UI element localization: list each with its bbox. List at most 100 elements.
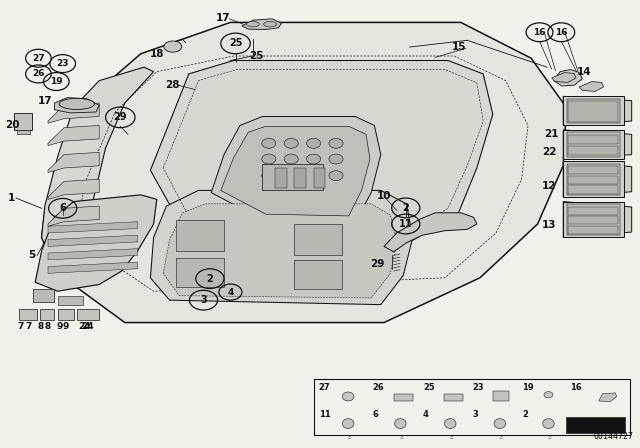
Polygon shape: [563, 161, 632, 197]
Polygon shape: [48, 249, 138, 260]
Bar: [568, 135, 618, 145]
Text: 9: 9: [63, 322, 68, 331]
Text: 7: 7: [17, 322, 24, 331]
Text: 26: 26: [372, 383, 384, 392]
Bar: [14, 113, 32, 130]
Polygon shape: [599, 393, 617, 402]
Text: 25: 25: [228, 39, 243, 48]
Bar: [314, 168, 325, 188]
Polygon shape: [48, 206, 99, 226]
Polygon shape: [221, 126, 370, 216]
Text: 12: 12: [542, 181, 556, 191]
Bar: [563, 96, 624, 125]
Text: 22: 22: [542, 147, 556, 157]
Bar: [176, 258, 224, 287]
Text: 28: 28: [166, 80, 180, 90]
Ellipse shape: [264, 22, 276, 27]
Polygon shape: [48, 235, 138, 246]
Polygon shape: [35, 195, 157, 291]
Text: 25: 25: [423, 383, 435, 392]
Ellipse shape: [246, 22, 259, 27]
Bar: [568, 226, 618, 234]
Bar: [294, 260, 342, 289]
Polygon shape: [242, 19, 282, 30]
Text: 1: 1: [8, 193, 15, 203]
Ellipse shape: [342, 392, 354, 401]
Polygon shape: [42, 67, 154, 273]
Text: 14: 14: [577, 67, 591, 77]
Bar: [394, 394, 413, 401]
Ellipse shape: [307, 171, 321, 181]
Bar: [567, 99, 620, 123]
Polygon shape: [552, 73, 576, 82]
Bar: [563, 130, 624, 159]
Polygon shape: [579, 82, 604, 91]
Bar: [314, 379, 630, 435]
Ellipse shape: [262, 154, 276, 164]
Text: 11: 11: [319, 410, 330, 419]
Polygon shape: [48, 262, 138, 273]
Bar: [568, 176, 618, 184]
Bar: [176, 220, 224, 251]
Text: 23: 23: [56, 59, 69, 68]
Bar: [568, 146, 618, 155]
Polygon shape: [563, 130, 632, 159]
Ellipse shape: [342, 418, 354, 428]
Bar: [294, 224, 342, 255]
Text: 17: 17: [38, 96, 52, 106]
Ellipse shape: [262, 138, 276, 148]
Polygon shape: [211, 116, 381, 222]
Text: 24: 24: [82, 322, 94, 331]
Bar: [568, 185, 618, 194]
Ellipse shape: [262, 171, 276, 181]
Text: 10: 10: [377, 191, 391, 201]
Text: 8: 8: [44, 322, 51, 331]
Text: 00144727: 00144727: [594, 432, 634, 441]
Bar: [568, 166, 618, 174]
Text: 27: 27: [32, 54, 45, 63]
Text: 8: 8: [38, 322, 44, 331]
Bar: [58, 309, 74, 320]
Bar: [567, 164, 620, 195]
Bar: [40, 309, 54, 320]
Text: 2: 2: [207, 274, 213, 284]
Polygon shape: [563, 96, 632, 125]
Bar: [568, 207, 618, 215]
Ellipse shape: [494, 418, 506, 428]
Polygon shape: [42, 22, 566, 323]
Ellipse shape: [329, 154, 343, 164]
Text: 11: 11: [399, 219, 413, 229]
Bar: [563, 202, 624, 237]
Text: 20: 20: [6, 121, 20, 130]
Bar: [275, 168, 287, 188]
Bar: [17, 130, 30, 134]
Text: 13: 13: [542, 220, 556, 230]
Polygon shape: [48, 222, 138, 233]
Polygon shape: [54, 98, 99, 113]
Bar: [567, 132, 620, 157]
Text: 19: 19: [50, 77, 63, 86]
Text: 15: 15: [452, 42, 467, 52]
Text: 23: 23: [472, 383, 484, 392]
Ellipse shape: [394, 418, 406, 428]
Text: 21: 21: [545, 129, 559, 139]
Bar: [563, 161, 624, 197]
Text: 6: 6: [60, 203, 66, 213]
Text: 16: 16: [570, 383, 581, 392]
Text: 29: 29: [371, 259, 385, 269]
Text: 26: 26: [32, 69, 45, 78]
Ellipse shape: [543, 418, 554, 428]
Polygon shape: [48, 103, 99, 123]
Bar: [568, 101, 618, 122]
Ellipse shape: [284, 138, 298, 148]
Text: 2: 2: [403, 203, 409, 213]
Text: 7: 7: [25, 322, 31, 331]
Bar: [33, 289, 54, 302]
Polygon shape: [48, 152, 99, 172]
Ellipse shape: [307, 154, 321, 164]
Text: 27: 27: [319, 383, 330, 392]
Polygon shape: [48, 125, 99, 146]
Bar: [294, 168, 306, 188]
Text: 4: 4: [227, 288, 234, 297]
Bar: [567, 204, 620, 235]
